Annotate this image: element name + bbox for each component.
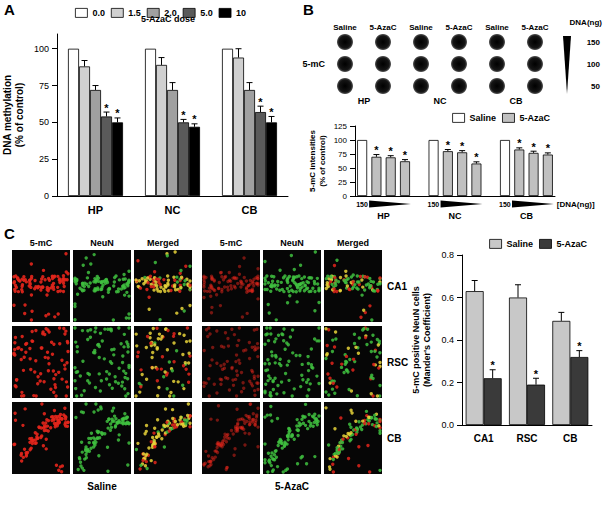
svg-text:HP: HP <box>88 204 103 216</box>
svg-text:5-mC: 5-mC <box>220 238 243 248</box>
svg-text:CB: CB <box>387 433 401 444</box>
svg-text:Saline: Saline <box>470 113 497 123</box>
svg-text:25: 25 <box>338 178 347 187</box>
svg-text:A: A <box>4 1 15 18</box>
svg-text:5-mC: 5-mC <box>30 238 53 248</box>
svg-text:75: 75 <box>338 150 347 159</box>
svg-text:0.0: 0.0 <box>92 8 105 18</box>
svg-text:CB: CB <box>520 211 533 221</box>
svg-text:100: 100 <box>34 44 49 54</box>
svg-text:2.0: 2.0 <box>164 7 177 18</box>
svg-text:50: 50 <box>39 117 49 127</box>
svg-text:NC: NC <box>449 211 462 221</box>
svg-text:75: 75 <box>39 81 49 91</box>
svg-text:100: 100 <box>334 136 348 145</box>
svg-text:25: 25 <box>39 154 49 164</box>
svg-text:Merged: Merged <box>337 238 369 248</box>
svg-text:0: 0 <box>44 191 49 201</box>
svg-text:*: * <box>474 151 479 163</box>
svg-text:NeuN: NeuN <box>280 238 304 248</box>
svg-text:[DNA(ng)]: [DNA(ng)] <box>557 200 595 209</box>
svg-text:*: * <box>517 137 522 149</box>
svg-text:*: * <box>531 141 536 153</box>
svg-text:Saline: Saline <box>409 23 433 32</box>
svg-text:Merged: Merged <box>147 238 179 248</box>
svg-text:5-AzaC: 5-AzaC <box>519 113 550 123</box>
svg-text:*: * <box>374 144 379 156</box>
svg-text:0.2: 0.2 <box>441 378 454 388</box>
svg-text:*: * <box>389 145 394 157</box>
svg-text:Saline: Saline <box>333 23 357 32</box>
svg-text:CB: CB <box>242 204 258 216</box>
svg-text:CB: CB <box>510 96 523 106</box>
svg-text:B: B <box>303 1 314 18</box>
svg-text:5-mC intensities: 5-mC intensities <box>308 130 317 192</box>
svg-text:100: 100 <box>587 60 601 69</box>
svg-text:*: * <box>192 113 197 125</box>
svg-text:5-AzaC: 5-AzaC <box>521 23 548 32</box>
svg-text:*: * <box>446 139 451 151</box>
svg-text:RSC: RSC <box>516 433 537 444</box>
svg-text:10: 10 <box>236 8 246 18</box>
svg-text:150: 150 <box>356 201 368 208</box>
svg-text:HP: HP <box>358 96 371 106</box>
svg-text:*: * <box>115 107 120 119</box>
svg-text:0.4: 0.4 <box>441 335 454 345</box>
svg-text:5-AzaC: 5-AzaC <box>556 239 587 249</box>
svg-text:CA1: CA1 <box>474 433 494 444</box>
svg-text:(Mander's Coefficient): (Mander's Coefficient) <box>422 293 432 387</box>
svg-text:NeuN: NeuN <box>90 238 114 248</box>
svg-text:5.0: 5.0 <box>200 8 213 18</box>
svg-text:5-AzaC dose: 5-AzaC dose <box>141 14 195 24</box>
svg-text:CA1: CA1 <box>387 281 407 292</box>
svg-text:DNA(ng): DNA(ng) <box>570 18 603 27</box>
svg-text:*: * <box>269 106 274 118</box>
svg-text:0.6: 0.6 <box>441 293 454 303</box>
svg-text:150: 150 <box>587 38 601 47</box>
svg-text:RSC: RSC <box>387 357 408 368</box>
svg-text:Saline: Saline <box>507 239 534 249</box>
svg-text:50: 50 <box>338 164 347 173</box>
svg-text:0: 0 <box>343 192 348 201</box>
svg-text:0.0: 0.0 <box>441 420 454 430</box>
svg-text:CB: CB <box>563 433 577 444</box>
svg-text:125: 125 <box>334 122 348 131</box>
svg-text:0.8: 0.8 <box>441 250 454 260</box>
svg-text:NC: NC <box>165 204 181 216</box>
svg-text:(% of control): (% of control) <box>318 135 327 187</box>
svg-text:150: 150 <box>428 201 440 208</box>
svg-text:Saline: Saline <box>87 481 117 492</box>
svg-text:*: * <box>534 368 539 380</box>
svg-text:5-AzaC: 5-AzaC <box>369 23 396 32</box>
svg-text:*: * <box>491 359 496 371</box>
svg-text:*: * <box>546 142 551 154</box>
svg-text:*: * <box>577 340 582 352</box>
svg-text:5-mC positive NeuN cells: 5-mC positive NeuN cells <box>411 286 421 394</box>
svg-text:5-AzaC: 5-AzaC <box>445 23 472 32</box>
svg-text:*: * <box>460 140 465 152</box>
svg-text:*: * <box>181 109 186 121</box>
svg-text:*: * <box>258 96 263 108</box>
svg-text:*: * <box>104 102 109 114</box>
svg-text:*: * <box>403 149 408 161</box>
svg-text:(% of control): (% of control) <box>14 83 25 147</box>
svg-text:HP: HP <box>377 211 390 221</box>
svg-text:Saline: Saline <box>485 23 509 32</box>
svg-text:1.5: 1.5 <box>128 8 141 18</box>
svg-text:50: 50 <box>591 82 600 91</box>
svg-text:NC: NC <box>434 96 447 106</box>
svg-text:150: 150 <box>499 201 511 208</box>
svg-text:5-AzaC: 5-AzaC <box>275 481 309 492</box>
svg-text:DNA methylation: DNA methylation <box>2 75 13 155</box>
svg-text:5-mC: 5-mC <box>302 59 325 69</box>
svg-text:C: C <box>4 225 15 242</box>
